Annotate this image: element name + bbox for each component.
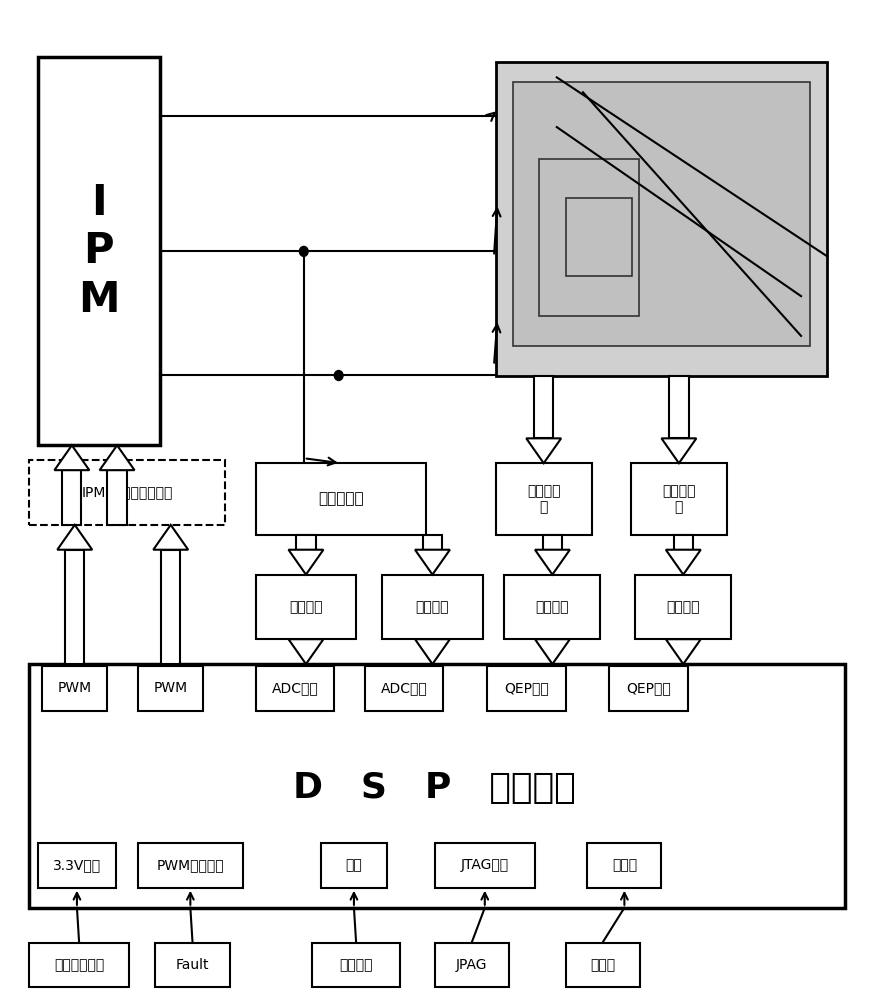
Bar xyxy=(255,463,425,535)
Bar xyxy=(161,550,180,664)
Bar xyxy=(496,463,591,535)
Circle shape xyxy=(334,371,343,380)
Text: PWM: PWM xyxy=(153,681,188,695)
Polygon shape xyxy=(99,445,134,470)
Bar xyxy=(365,666,443,711)
Bar xyxy=(29,943,129,987)
Polygon shape xyxy=(534,550,569,575)
Bar xyxy=(512,82,809,346)
Bar xyxy=(155,943,230,987)
Bar xyxy=(587,843,660,888)
Bar xyxy=(673,535,692,550)
Bar xyxy=(138,666,203,711)
Text: JPAG: JPAG xyxy=(455,958,487,972)
Text: 晶振电路: 晶振电路 xyxy=(339,958,373,972)
Circle shape xyxy=(299,246,308,256)
Text: D   S   P   控制系统: D S P 控制系统 xyxy=(293,771,575,805)
Text: QEP模块: QEP模块 xyxy=(503,681,548,695)
Text: I
P
M: I P M xyxy=(78,182,119,321)
Polygon shape xyxy=(289,550,323,575)
Text: 复位端: 复位端 xyxy=(611,858,636,872)
Text: Fault: Fault xyxy=(175,958,209,972)
Polygon shape xyxy=(57,525,92,550)
Bar xyxy=(42,666,107,711)
Bar xyxy=(312,943,399,987)
Bar xyxy=(138,843,242,888)
Text: 位置传感
器: 位置传感 器 xyxy=(661,484,695,514)
Bar xyxy=(565,198,631,276)
Text: ADC模块: ADC模块 xyxy=(381,681,427,695)
Bar xyxy=(609,666,687,711)
Bar xyxy=(107,470,126,525)
Bar xyxy=(487,666,565,711)
Bar xyxy=(504,575,600,639)
Text: 时钟: 时钟 xyxy=(346,858,362,872)
Bar xyxy=(668,376,688,438)
Bar xyxy=(255,575,356,639)
Text: 位置传感
器: 位置传感 器 xyxy=(526,484,560,514)
Bar xyxy=(38,843,116,888)
Polygon shape xyxy=(415,639,449,664)
Text: ADC模块: ADC模块 xyxy=(271,681,318,695)
Text: 电流采样: 电流采样 xyxy=(415,600,449,614)
Polygon shape xyxy=(153,525,188,550)
Polygon shape xyxy=(415,550,449,575)
Polygon shape xyxy=(665,639,700,664)
Bar xyxy=(296,535,315,550)
Polygon shape xyxy=(660,438,695,463)
Bar xyxy=(434,943,508,987)
Bar xyxy=(538,159,638,316)
Text: 霏尔传感器: 霏尔传感器 xyxy=(317,492,363,507)
Text: 3.3V电源: 3.3V电源 xyxy=(53,858,101,872)
Text: 电流采样: 电流采样 xyxy=(289,600,323,614)
Bar xyxy=(434,843,534,888)
Polygon shape xyxy=(54,445,89,470)
Bar xyxy=(635,575,731,639)
Bar xyxy=(29,664,844,908)
Bar xyxy=(542,535,561,550)
Text: 电平变换电路: 电平变换电路 xyxy=(53,958,104,972)
Polygon shape xyxy=(534,639,569,664)
Text: 脉冲信号: 脉冲信号 xyxy=(535,600,568,614)
Bar xyxy=(381,575,482,639)
Bar xyxy=(321,843,386,888)
Text: PWM故障保护: PWM故障保护 xyxy=(156,858,224,872)
Text: PWM: PWM xyxy=(58,681,92,695)
Bar xyxy=(29,460,225,525)
Bar xyxy=(255,666,334,711)
Text: IPM隔离驱动保护电路: IPM隔离驱动保护电路 xyxy=(82,486,173,500)
Bar xyxy=(565,943,639,987)
Bar xyxy=(631,463,726,535)
Text: JTAG接口: JTAG接口 xyxy=(460,858,509,872)
Bar xyxy=(38,57,160,445)
Polygon shape xyxy=(289,639,323,664)
Bar xyxy=(496,62,826,376)
Bar xyxy=(62,470,82,525)
Text: 脉冲信号: 脉冲信号 xyxy=(666,600,699,614)
Polygon shape xyxy=(525,438,560,463)
Bar xyxy=(423,535,441,550)
Polygon shape xyxy=(665,550,700,575)
Text: QEP模块: QEP模块 xyxy=(625,681,670,695)
Text: 编码器: 编码器 xyxy=(589,958,615,972)
Bar xyxy=(65,550,84,664)
Bar xyxy=(533,376,553,438)
